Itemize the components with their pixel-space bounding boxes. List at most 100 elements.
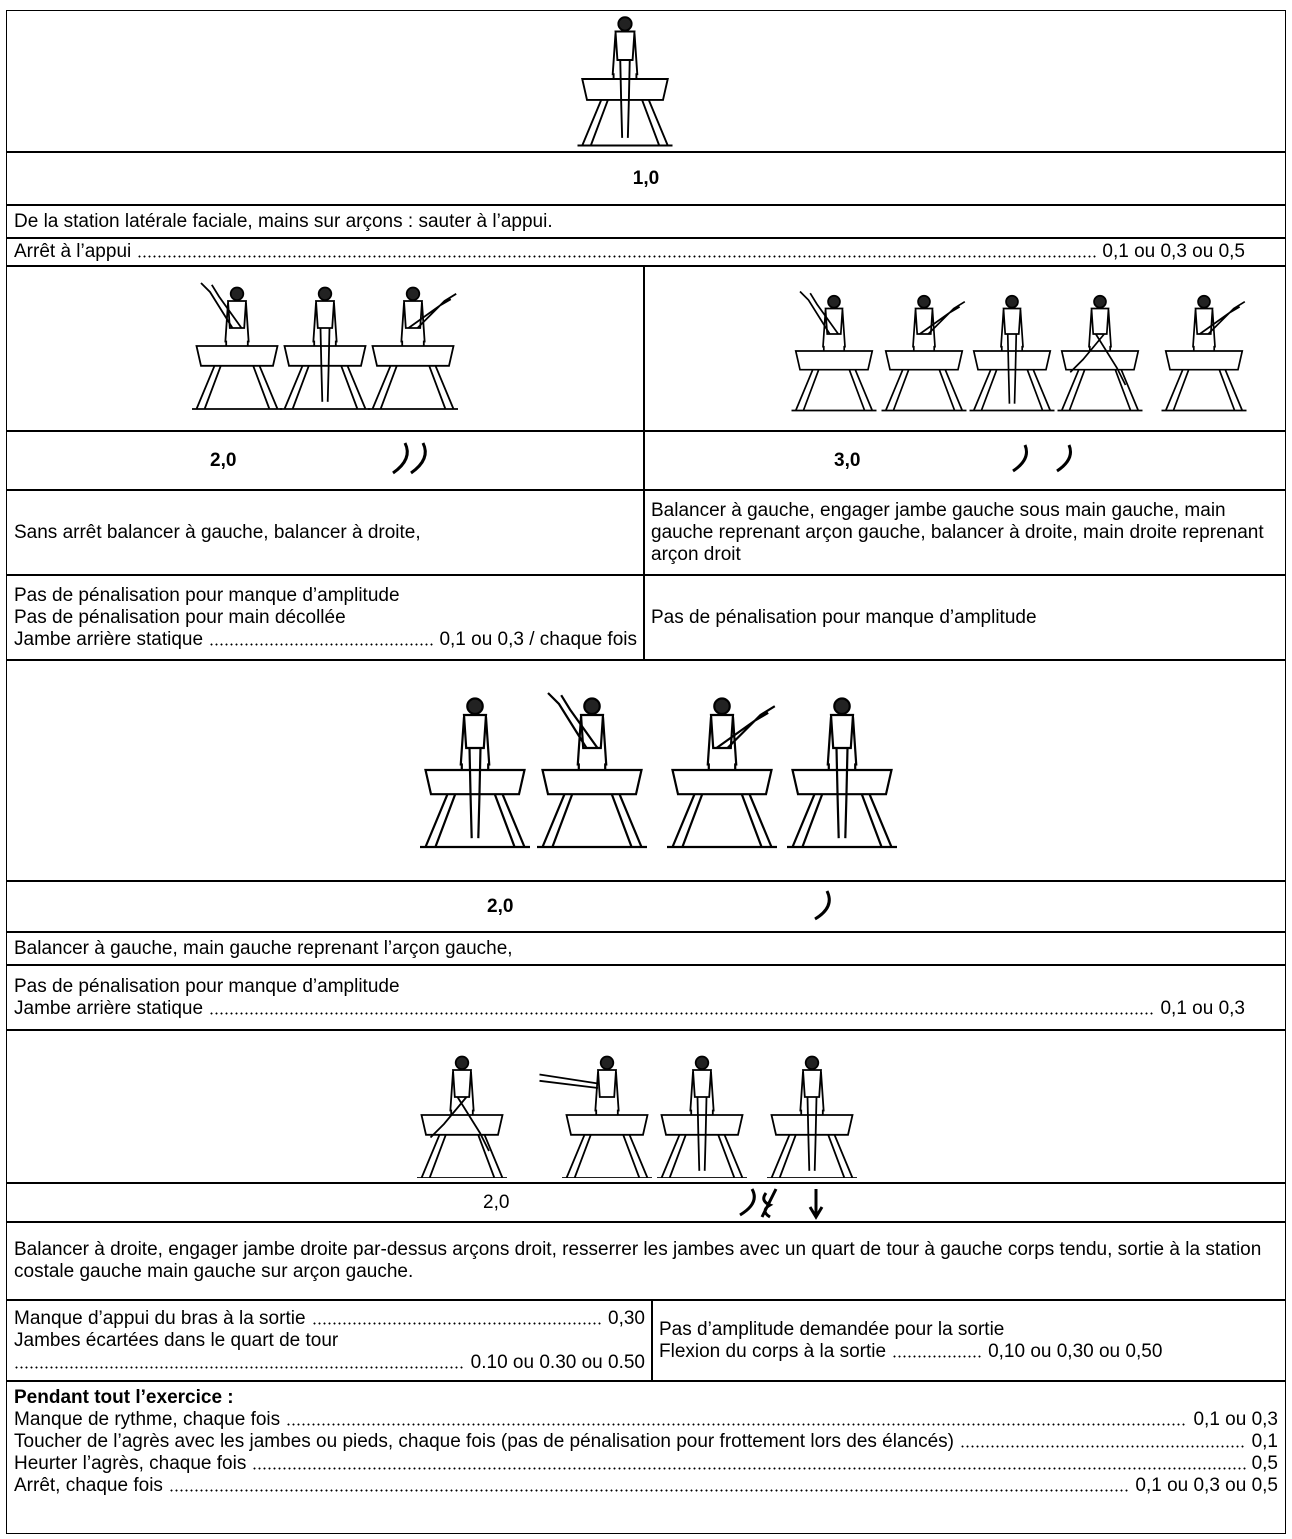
penalty: Pas de pénalisation pour manque d’amplit…	[14, 975, 400, 997]
horse-body	[581, 78, 669, 101]
penalty: Manque d’appui du bras à la sortie 0,30	[14, 1307, 645, 1330]
gymnast-legs	[919, 300, 966, 335]
gymnast-head	[1005, 294, 1019, 309]
horse-figure	[539, 1055, 653, 1178]
description-cell: De la station latérale faciale, mains su…	[6, 204, 1286, 239]
penalty: Pas de pénalisation pour manque d’amplit…	[651, 606, 1037, 628]
penalty-cell: Pas de pénalisation pour manque d’amplit…	[6, 964, 1286, 1031]
handwritten-mark	[739, 1188, 824, 1220]
penalty: Pas de pénalisation pour main décollée	[14, 606, 346, 628]
gymnast-head	[827, 294, 841, 309]
penalty-value: 0,1 ou 0,3 ou 0,5	[1135, 1475, 1278, 1496]
horse-body	[1060, 350, 1140, 371]
horse-legs	[656, 1134, 748, 1178]
gymnast-legs	[468, 747, 482, 839]
image-cell	[6, 1029, 1286, 1184]
gymnast-head	[599, 1055, 615, 1070]
gymnast-head	[583, 697, 601, 715]
horse-legs	[766, 1134, 858, 1178]
gymnast-torso	[829, 713, 855, 750]
gymnast-arms	[594, 1071, 620, 1112]
penalty: Arrêt, chaque fois 0,1 ou 0,3 ou 0,5	[14, 1475, 1278, 1497]
horse-figure	[1057, 294, 1143, 412]
leader	[209, 628, 434, 646]
gymnast-arms	[799, 1071, 825, 1112]
gymnast-torso	[1090, 307, 1110, 335]
horse-figure	[577, 16, 673, 147]
horse-legs	[577, 99, 673, 147]
horse-figure	[191, 282, 283, 410]
value: 2,0	[487, 895, 514, 917]
illustration	[791, 290, 1247, 412]
gymnast-legs	[696, 1096, 708, 1171]
gymnast-torso	[452, 1069, 472, 1098]
value-cell: 3,0	[643, 430, 1286, 491]
horse-legs	[536, 793, 648, 849]
value-cell: 1,0	[6, 151, 1286, 206]
gymnast-torso	[462, 713, 488, 750]
gymnast-torso	[315, 300, 335, 329]
horse-body	[660, 1114, 744, 1136]
general-title: Pendant tout l’exercice :	[14, 1387, 234, 1408]
illustration	[416, 1055, 858, 1178]
image-cell	[6, 10, 1286, 153]
gymnast-head	[833, 697, 851, 715]
penalty-cell: Pas de pénalisation pour manque d’amplit…	[643, 574, 1286, 661]
penalty: Arrêt à l’appui 0,1 ou 0,3 ou 0,5	[14, 241, 1245, 263]
gymnast-legs	[200, 282, 243, 329]
horse-body	[565, 1114, 649, 1136]
leader	[168, 1475, 1130, 1492]
horse-legs	[279, 365, 371, 410]
penalty-text: Manque d’appui du bras à la sortie	[14, 1307, 306, 1329]
illustration	[419, 692, 898, 849]
value: 2,0	[210, 449, 237, 471]
penalty: Manque de rythme, chaque fois 0,1 ou 0,3	[14, 1409, 1278, 1431]
penalty: Toucher de l’agrès avec les jambes ou pi…	[14, 1431, 1278, 1453]
penalty-cell: Pas de pénalisation pour manque d’amplit…	[6, 574, 645, 661]
penalty: Jambe arrière statique 0,1 ou 0,3	[14, 997, 1245, 1020]
gymnast-legs	[715, 705, 776, 749]
leader	[311, 1307, 603, 1325]
horse-legs	[1161, 369, 1247, 412]
gymnast-legs	[1006, 333, 1018, 404]
leader	[892, 1340, 983, 1358]
gymnast-head	[1093, 294, 1107, 309]
horse-figure	[791, 290, 877, 412]
gymnast-legs	[547, 692, 599, 749]
penalty-value: 0,1 ou 0,3 / chaque fois	[439, 628, 637, 650]
gymnast-arms	[1088, 310, 1112, 348]
gymnast-head	[694, 1055, 710, 1070]
gymnast-arms	[312, 302, 338, 343]
gymnast-arms	[449, 1071, 475, 1112]
value: 3,0	[834, 449, 861, 471]
horse-body	[884, 350, 964, 371]
penalty-text: Jambe arrière statique	[14, 628, 204, 650]
leader	[286, 1409, 1188, 1426]
horse-figure	[416, 1055, 508, 1178]
penalty-value: 0,10 ou 0,30 ou 0,50	[988, 1340, 1163, 1362]
gymnast-legs	[1069, 333, 1127, 386]
horse-legs	[969, 369, 1055, 412]
gymnast-torso	[579, 713, 605, 750]
value: 2,0	[483, 1191, 510, 1213]
penalty-value: 0,1 ou 0,3 ou 0,5	[1102, 241, 1245, 262]
handwritten-mark	[1012, 444, 1072, 473]
penalty-text: Jambe arrière statique	[14, 997, 204, 1019]
description: Sans arrêt balancer à gauche, balancer à…	[14, 521, 421, 543]
gymnast-legs	[806, 1096, 818, 1171]
horse-body	[1164, 350, 1244, 371]
mark-stroke	[1012, 444, 1072, 473]
gymnast-head	[405, 286, 421, 301]
description: Balancer à droite, engager jambe droite …	[14, 1239, 1262, 1282]
penalty-text: Manque de rythme, chaque fois	[14, 1409, 281, 1430]
penalty: Jambe arrière statique 0,1 ou 0,3 / chaqu…	[14, 628, 637, 651]
leader	[252, 1453, 1246, 1470]
horse-body	[541, 768, 643, 796]
horse-figure	[786, 697, 898, 849]
penalty: Pas de pénalisation pour manque d’amplit…	[14, 584, 400, 606]
gymnast-legs	[619, 59, 631, 138]
gymnast-arms	[459, 717, 491, 766]
gymnast-head	[454, 1055, 470, 1070]
gymnast-arms	[1000, 310, 1024, 348]
illustration	[191, 282, 459, 410]
